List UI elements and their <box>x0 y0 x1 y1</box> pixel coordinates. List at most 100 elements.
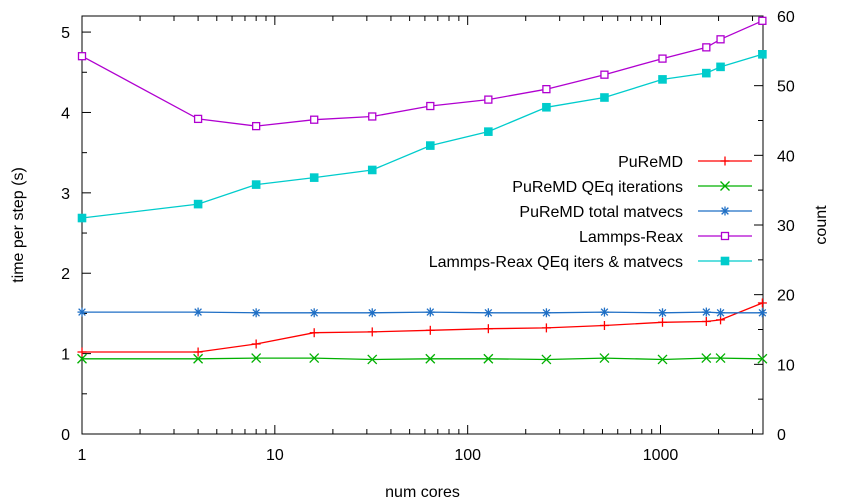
y-tick-label: 3 <box>61 186 70 203</box>
data-point <box>599 353 610 364</box>
legend-marker <box>720 231 730 241</box>
y2-tick-label: 30 <box>777 218 795 235</box>
data-point <box>309 353 320 364</box>
data-point <box>757 353 768 364</box>
data-point <box>367 308 377 318</box>
data-point <box>251 121 261 131</box>
x-tick-label: 1 <box>78 447 87 464</box>
legend-entry: Lammps-Reax QEq iters & matvecs <box>429 254 752 271</box>
legend-label: Lammps-Reax <box>579 229 683 246</box>
y2-tick-label: 40 <box>777 148 795 165</box>
series-3 <box>77 16 767 131</box>
series-0 <box>77 298 767 357</box>
y2-tick-label: 60 <box>777 9 795 26</box>
data-point <box>367 165 377 175</box>
y2-tick-label: 0 <box>777 427 786 444</box>
x-axis-label: num cores <box>385 484 460 501</box>
data-point <box>251 180 261 189</box>
data-point <box>193 199 203 209</box>
y-tick-label: 2 <box>61 266 70 283</box>
y2-tick-label: 10 <box>777 357 795 374</box>
x-tick-label: 100 <box>454 447 481 464</box>
y-axis-label: time per step (s) <box>10 167 27 283</box>
data-point <box>542 85 551 94</box>
y-tick-label: 4 <box>61 105 70 122</box>
data-point <box>757 298 767 308</box>
data-point <box>193 353 204 364</box>
data-point <box>309 328 319 338</box>
legend-label: Lammps-Reax QEq iters & matvecs <box>429 254 683 271</box>
series-4 <box>77 50 767 223</box>
data-point <box>658 75 667 84</box>
legend-entry: PuReMD total matvecs <box>519 204 752 221</box>
y2-axis-label: count <box>813 205 830 245</box>
data-point <box>599 320 609 330</box>
data-point <box>484 95 493 104</box>
data-point <box>425 353 436 364</box>
y2-tick-label: 50 <box>777 79 795 96</box>
data-point <box>367 354 378 365</box>
data-point <box>758 16 767 25</box>
data-point <box>657 354 668 365</box>
legend-entry: PuReMD <box>618 154 752 171</box>
data-point <box>77 213 87 223</box>
legend-marker <box>720 156 730 166</box>
data-point <box>657 308 667 318</box>
data-point <box>251 308 261 318</box>
data-point <box>193 114 203 124</box>
data-point <box>77 353 87 364</box>
data-point <box>716 308 726 318</box>
y-tick-label: 0 <box>61 427 70 444</box>
data-point <box>702 43 711 52</box>
legend-marker <box>720 256 730 266</box>
series-1 <box>77 353 768 365</box>
data-point <box>483 308 493 318</box>
legend-marker <box>720 206 730 216</box>
data-point <box>251 353 262 364</box>
data-point <box>599 307 609 317</box>
y-tick-label: 1 <box>61 347 70 364</box>
legend-label: PuReMD total matvecs <box>519 204 683 221</box>
data-point <box>758 50 767 59</box>
data-point <box>425 307 435 317</box>
data-point <box>77 307 87 317</box>
data-point <box>716 62 725 72</box>
data-point <box>757 308 767 318</box>
data-point <box>77 52 87 61</box>
data-point <box>310 115 319 124</box>
data-point <box>715 353 726 364</box>
data-point <box>367 327 377 337</box>
data-point <box>541 308 551 318</box>
legend-label: PuReMD QEq iterations <box>512 179 683 196</box>
data-point <box>426 101 435 111</box>
y2-tick-label: 20 <box>777 288 795 305</box>
data-point <box>658 54 667 63</box>
data-point <box>425 141 435 150</box>
legend-entry: PuReMD QEq iterations <box>512 179 752 196</box>
data-point <box>542 102 551 112</box>
data-point <box>309 173 319 182</box>
data-point <box>193 307 203 317</box>
data-point <box>483 353 494 364</box>
data-point <box>541 354 552 365</box>
x-tick-label: 10 <box>266 447 284 464</box>
data-point <box>657 317 667 327</box>
legend-entry: Lammps-Reax <box>579 229 752 246</box>
data-point <box>484 127 493 136</box>
data-point <box>702 68 711 78</box>
legend-marker <box>720 181 730 191</box>
y-tick-label: 5 <box>61 25 70 42</box>
data-point <box>716 35 725 44</box>
data-point <box>77 347 87 357</box>
data-point <box>541 323 551 333</box>
data-point <box>701 353 712 364</box>
data-point <box>600 93 609 102</box>
data-point <box>368 112 377 121</box>
data-point <box>193 347 203 357</box>
x-tick-label: 1000 <box>643 447 679 464</box>
series-2 <box>77 307 767 318</box>
data-point <box>309 308 319 318</box>
series-line <box>82 357 763 361</box>
